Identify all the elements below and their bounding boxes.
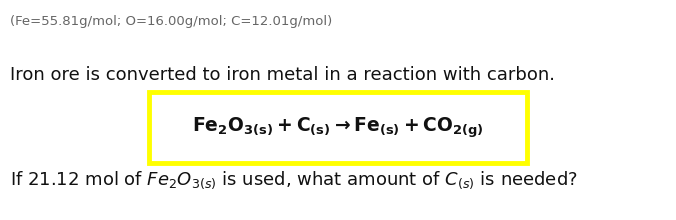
Text: If 21.12 mol of $Fe_2O_{3(s)}$ is used, what amount of $C_{(s)}$ is needed?: If 21.12 mol of $Fe_2O_{3(s)}$ is used, … — [10, 170, 578, 191]
Text: $\mathbf{Fe_2O_{3(s)} + C_{(s)} \rightarrow Fe_{(s)} + CO_{2(g)}}$: $\mathbf{Fe_2O_{3(s)} + C_{(s)} \rightar… — [192, 115, 484, 140]
FancyBboxPatch shape — [149, 92, 527, 163]
Text: (Fe=55.81g/mol; O=16.00g/mol; C=12.01g/mol): (Fe=55.81g/mol; O=16.00g/mol; C=12.01g/m… — [10, 15, 333, 28]
Text: Iron ore is converted to iron metal in a reaction with carbon.: Iron ore is converted to iron metal in a… — [10, 66, 555, 84]
